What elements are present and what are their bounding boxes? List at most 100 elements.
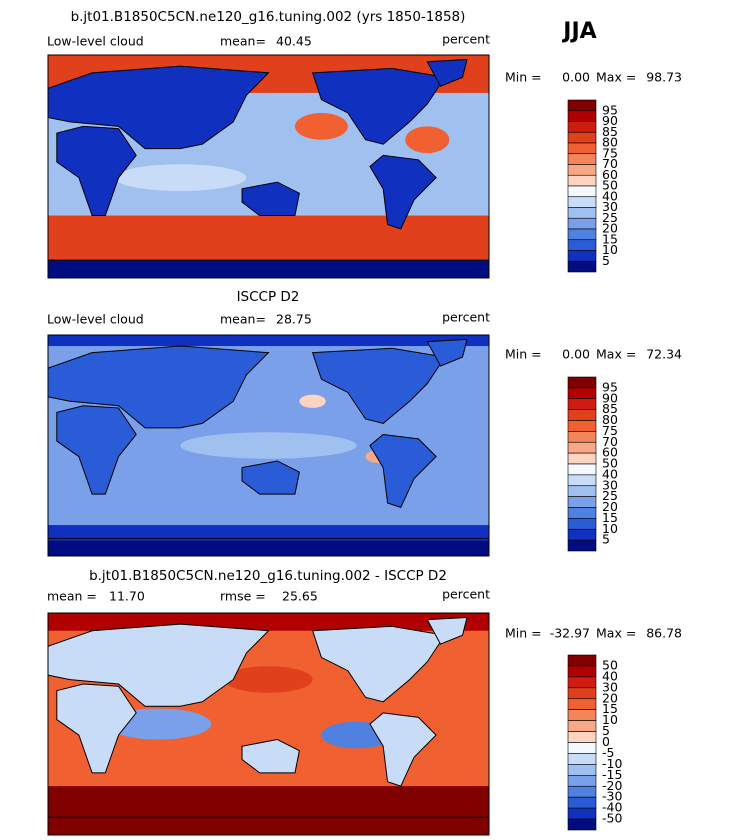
colorbar-box bbox=[567, 110, 597, 122]
max-value: 98.73 bbox=[646, 70, 682, 85]
colorbar-label: 80 bbox=[602, 412, 618, 427]
colorbar-label: 80 bbox=[602, 135, 618, 150]
colorbar-label: 70 bbox=[602, 156, 618, 171]
colorbar-label: 40 bbox=[602, 466, 618, 481]
map-blob bbox=[294, 112, 348, 140]
colorbar-box bbox=[567, 431, 597, 443]
colorbar-label: 25 bbox=[602, 210, 618, 225]
season-label: JJA bbox=[561, 19, 596, 44]
colorbar-label: 75 bbox=[602, 423, 618, 438]
mean-label: mean= bbox=[220, 312, 266, 327]
max-label: Max = bbox=[596, 347, 636, 362]
map-blob bbox=[114, 164, 247, 192]
colorbar-label: -5 bbox=[602, 745, 614, 760]
colorbar-label: 30 bbox=[602, 679, 618, 694]
map-field bbox=[48, 335, 489, 556]
colorbar-label: 20 bbox=[602, 499, 618, 514]
colorbar-box bbox=[567, 764, 597, 776]
colorbar-label: 90 bbox=[602, 390, 618, 405]
map-band bbox=[48, 335, 489, 347]
map-band bbox=[48, 215, 489, 261]
map-band bbox=[48, 613, 489, 631]
rmse-value: 25.65 bbox=[282, 589, 318, 604]
colorbar-label: 40 bbox=[602, 188, 618, 203]
colorbar-box bbox=[567, 185, 597, 198]
units-label: percent bbox=[442, 587, 490, 602]
min-label: Min = bbox=[505, 70, 542, 85]
colorbar-box bbox=[567, 496, 597, 508]
max-label: Max = bbox=[596, 70, 636, 85]
colorbar-box bbox=[567, 376, 597, 389]
colorbar-label: -40 bbox=[602, 800, 622, 815]
coastline bbox=[369, 154, 437, 230]
coastline bbox=[241, 181, 300, 217]
panel-title: ISCCP D2 bbox=[237, 289, 300, 305]
colorbar-label: 75 bbox=[602, 145, 618, 160]
colorbar-label: 85 bbox=[602, 401, 618, 416]
map-band bbox=[48, 525, 489, 541]
coastline bbox=[241, 739, 300, 774]
colorbar-label: -30 bbox=[602, 789, 622, 804]
colorbar-box bbox=[567, 785, 597, 798]
colorbar-label: 10 bbox=[602, 712, 618, 727]
colorbar-box bbox=[567, 196, 597, 208]
colorbar-label: 25 bbox=[602, 488, 618, 503]
map-blob bbox=[224, 666, 313, 693]
rmse-label: rmse = bbox=[220, 589, 266, 604]
coastline bbox=[426, 616, 468, 645]
colorbar-label: 15 bbox=[602, 701, 618, 716]
coastline bbox=[56, 125, 137, 217]
map-blob bbox=[299, 394, 326, 408]
colorbar-box bbox=[567, 164, 597, 176]
colorbar-label: 40 bbox=[602, 668, 618, 683]
colorbar-box bbox=[567, 742, 597, 754]
coastline bbox=[56, 683, 137, 774]
panel-title: b.jt01.B1850C5CN.ne120_g16.tuning.002 (y… bbox=[71, 9, 466, 25]
units-label: percent bbox=[442, 32, 490, 47]
units-label: percent bbox=[442, 310, 490, 325]
colorbar-box bbox=[567, 174, 597, 187]
colorbar-box bbox=[567, 239, 597, 251]
colorbar-label: 60 bbox=[602, 445, 618, 460]
field-label: Low-level cloud bbox=[47, 34, 144, 49]
colorbar-label: 50 bbox=[602, 456, 618, 471]
map-blob bbox=[180, 432, 357, 459]
colorbar-box bbox=[567, 121, 597, 133]
map-band bbox=[48, 260, 489, 278]
colorbar-label: 95 bbox=[602, 102, 618, 117]
colorbar-label: 15 bbox=[602, 510, 618, 525]
mean-value: 11.70 bbox=[109, 589, 145, 604]
colorbar-label: 85 bbox=[602, 124, 618, 139]
coastline bbox=[369, 712, 437, 787]
coastline bbox=[48, 65, 270, 150]
map-blob bbox=[405, 126, 450, 154]
colorbar-box bbox=[567, 654, 597, 667]
colorbar-box bbox=[567, 420, 597, 432]
coastline bbox=[311, 625, 446, 703]
coastline bbox=[48, 623, 270, 707]
colorbar-label: 95 bbox=[602, 379, 618, 394]
colorbar-box bbox=[567, 518, 597, 530]
map-field bbox=[48, 55, 489, 278]
colorbar-box bbox=[567, 775, 597, 787]
mean-label: mean = bbox=[47, 589, 97, 604]
colorbar-label: -10 bbox=[602, 756, 622, 771]
field-label: Low-level cloud bbox=[47, 312, 144, 327]
coastline bbox=[311, 67, 446, 145]
coastline bbox=[369, 433, 437, 508]
map-field bbox=[48, 613, 489, 835]
min-value: 0.00 bbox=[562, 347, 590, 362]
map bbox=[47, 612, 490, 836]
colorbar-box bbox=[567, 207, 597, 219]
colorbar-box bbox=[567, 698, 597, 710]
mean-value: 28.75 bbox=[276, 312, 312, 327]
colorbar-label: 5 bbox=[602, 532, 610, 547]
colorbar-label: 30 bbox=[602, 477, 618, 492]
colorbar-box bbox=[567, 409, 597, 421]
colorbar-box bbox=[567, 217, 597, 230]
colorbar-box bbox=[567, 665, 597, 678]
colorbar-label: 10 bbox=[602, 242, 618, 257]
map bbox=[47, 54, 490, 279]
colorbar-label: 10 bbox=[602, 521, 618, 536]
coastline bbox=[56, 405, 137, 495]
